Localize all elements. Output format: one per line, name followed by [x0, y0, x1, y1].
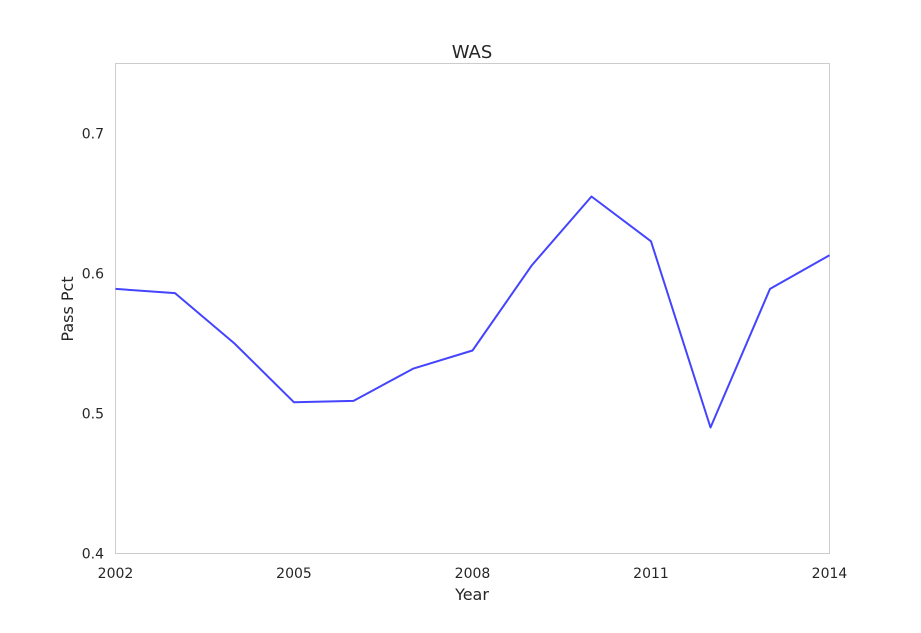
y-tick-label: 0.4: [82, 547, 104, 563]
y-tick-label: 0.5: [82, 407, 104, 423]
chart-title: WAS: [452, 42, 493, 63]
x-tick-label: 2005: [276, 566, 312, 582]
series-line: [115, 195, 830, 429]
x-ticks: 2002 2005 2008 2011 2014: [98, 566, 848, 582]
series-group: [115, 195, 830, 429]
y-axis-label: Pass Pct: [58, 276, 77, 341]
y-tick-label: 0.6: [82, 267, 104, 283]
x-tick-label: 2008: [455, 566, 491, 582]
plot-frame: [115, 63, 830, 554]
y-ticks: 0.4 0.5 0.6 0.7: [82, 127, 104, 563]
x-tick-label: 2011: [633, 566, 669, 582]
x-axis-label: Year: [454, 585, 489, 604]
x-tick-label: 2014: [812, 566, 848, 582]
x-tick-label: 2002: [98, 566, 134, 582]
y-tick-label: 0.7: [82, 127, 104, 143]
